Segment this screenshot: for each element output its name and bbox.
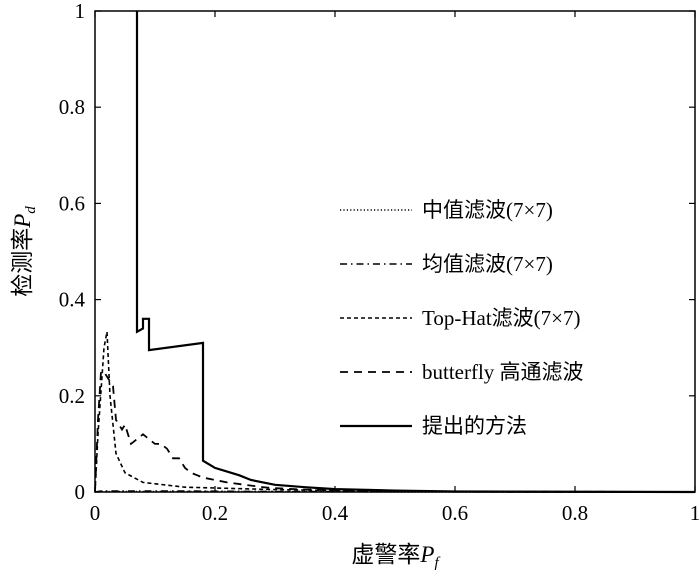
y-tick-label: 0.4 <box>59 288 86 312</box>
series-line-4 <box>94 370 696 493</box>
x-tick-label: 0.4 <box>322 501 349 525</box>
ticks-layer: 0 0.2 0.4 0.6 0.8 1 0 0.2 0.4 0.6 0.8 1 <box>59 0 700 525</box>
x-tick-label: 0.8 <box>562 501 588 525</box>
x-tick-label: 1 <box>690 501 700 525</box>
series-layer <box>94 11 696 494</box>
legend-label-1: 中值滤波(7×7) <box>422 198 553 222</box>
plot-area <box>94 10 696 493</box>
legend-label-4: butterfly 高通滤波 <box>422 360 584 384</box>
legend-label-3: Top-Hat滤波(7×7) <box>422 306 581 330</box>
y-axis-label: 检测率Pd <box>10 206 39 297</box>
y-tick-label: 0.6 <box>59 191 85 215</box>
y-tick-label: 0 <box>75 480 86 504</box>
legend-label-5: 提出的方法 <box>422 414 527 438</box>
series-line-5 <box>135 11 696 494</box>
legend-label-2: 均值滤波(7×7) <box>422 252 553 276</box>
y-tick-label: 0.8 <box>59 95 85 119</box>
y-tick-label: 1 <box>75 0 86 23</box>
x-tick-label: 0 <box>90 501 101 525</box>
axis-labels: 虚警率Pf 检测率Pd <box>10 206 440 571</box>
x-tick-label: 0.2 <box>202 501 228 525</box>
plot-frame <box>94 10 696 493</box>
y-tick-label: 0.2 <box>59 384 85 408</box>
x-axis-label: 虚警率Pf <box>351 542 440 571</box>
x-tick-label: 0.6 <box>442 501 468 525</box>
legend: 中值滤波(7×7) 均值滤波(7×7) Top-Hat滤波(7×7) butterfl… <box>340 198 584 438</box>
